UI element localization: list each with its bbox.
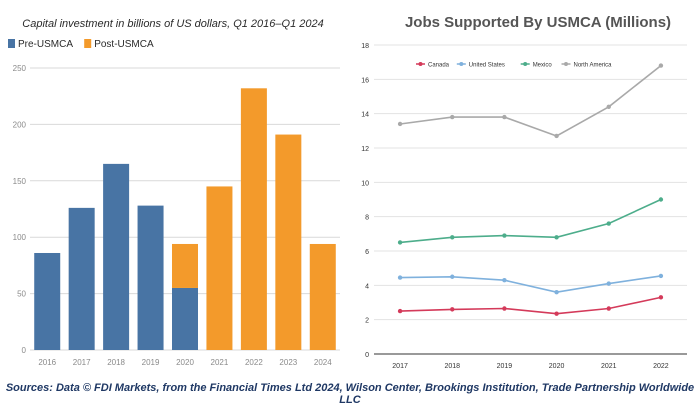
line-point-mexico-2022 xyxy=(658,197,664,202)
bar-ytick-label: 200 xyxy=(13,120,27,129)
line-point-mexico-2021 xyxy=(606,221,611,226)
bar-chart-title: Capital investment in billions of US dol… xyxy=(22,18,323,30)
line-point-mexico-2018 xyxy=(450,235,455,240)
bar-post-usmca-2022 xyxy=(240,88,267,350)
bar-legend-swatch xyxy=(84,39,92,48)
line-point-north-america-2019 xyxy=(502,114,507,120)
bar-xtick-label: 2021 xyxy=(211,358,229,367)
line-point-mexico-2019 xyxy=(502,233,507,238)
line-series-united-states xyxy=(400,275,662,294)
bar-xtick-label: 2020 xyxy=(176,358,194,367)
bar-ytick-label: 250 xyxy=(13,64,27,73)
bar-pre-usmca-2020 xyxy=(172,287,198,350)
line-point-united-states-2020 xyxy=(554,290,559,295)
bar-post-usmca-2024 xyxy=(309,243,336,350)
line-legend-marker xyxy=(459,62,464,66)
bar-xtick-label: 2023 xyxy=(279,358,297,367)
bar-ytick-label: 150 xyxy=(13,177,27,186)
line-ytick-label: 14 xyxy=(361,112,369,119)
line-xtick-label: 2019 xyxy=(497,363,513,370)
line-ytick-label: 2 xyxy=(365,318,369,325)
bar-xtick-label: 2016 xyxy=(38,358,56,367)
line-series-canada xyxy=(400,296,662,315)
line-point-united-states-2022 xyxy=(658,273,664,279)
bar-legend-label: Post-USMCA xyxy=(94,39,154,50)
line-legend-marker xyxy=(523,62,528,66)
line-point-united-states-2017 xyxy=(397,275,403,280)
line-ytick-label: 18 xyxy=(361,43,369,50)
bar-pre-usmca-2017 xyxy=(68,207,95,350)
bar-ytick-label: 50 xyxy=(17,290,26,299)
line-point-united-states-2021 xyxy=(606,281,611,286)
line-ytick-label: 0 xyxy=(365,352,369,359)
line-chart-title: Jobs Supported By USMCA (Millions) xyxy=(405,14,671,31)
line-point-canada-2020 xyxy=(554,311,559,316)
bar-ytick-label: 0 xyxy=(22,346,27,355)
source-note: Sources: Data © FDI Markets, from the Fi… xyxy=(5,382,695,406)
line-point-mexico-2020 xyxy=(554,235,559,240)
bar-xtick-label: 2018 xyxy=(107,358,125,367)
bar-post-usmca-2021 xyxy=(206,186,233,350)
line-legend-label: Mexico xyxy=(533,63,553,69)
line-legend-marker xyxy=(418,62,423,66)
bar-legend-swatch xyxy=(8,39,15,48)
line-xtick-label: 2017 xyxy=(392,363,408,370)
bar-xtick-label: 2022 xyxy=(245,358,263,367)
line-ytick-label: 8 xyxy=(365,215,369,222)
line-point-north-america-2018 xyxy=(450,114,455,120)
bar-post-usmca-2023 xyxy=(275,134,302,350)
line-legend-label: North America xyxy=(574,63,613,69)
line-chart-legend: Canada United States Mexico North America xyxy=(416,62,612,69)
bar-ytick-label: 100 xyxy=(13,233,27,242)
line-point-mexico-2017 xyxy=(397,240,403,245)
line-xtick-label: 2018 xyxy=(444,363,460,370)
bar-post-usmca-2020 xyxy=(172,243,198,288)
line-point-north-america-2017 xyxy=(397,121,403,127)
bar-pre-usmca-2019 xyxy=(137,205,164,350)
line-ytick-label: 6 xyxy=(365,249,369,256)
line-series-mexico xyxy=(400,198,662,244)
jobs-line-chart: Jobs Supported By USMCA (Millions) Canad… xyxy=(361,14,687,370)
line-point-north-america-2021 xyxy=(606,104,611,110)
line-ytick-label: 10 xyxy=(361,180,369,187)
bar-pre-usmca-2018 xyxy=(103,163,130,350)
line-point-canada-2019 xyxy=(502,306,507,311)
line-ytick-label: 12 xyxy=(361,146,369,153)
bar-legend-label: Pre-USMCA xyxy=(18,39,73,50)
bar-pre-usmca-2016 xyxy=(34,252,61,350)
line-ytick-label: 16 xyxy=(361,77,369,84)
line-point-canada-2018 xyxy=(450,307,455,312)
bar-xtick-label: 2017 xyxy=(73,358,91,367)
bar-xtick-label: 2024 xyxy=(314,358,332,367)
line-point-north-america-2022 xyxy=(658,63,664,68)
line-legend-label: Canada xyxy=(428,63,450,69)
line-xtick-label: 2022 xyxy=(653,363,669,370)
investment-chart-panel: Capital investment in billions of US dol… xyxy=(0,0,345,378)
bar-xtick-label: 2019 xyxy=(142,358,160,367)
line-xtick-label: 2020 xyxy=(549,363,565,370)
investment-bar-chart: Capital investment in billions of US dol… xyxy=(8,18,340,367)
line-point-united-states-2018 xyxy=(450,274,455,279)
line-point-canada-2022 xyxy=(658,295,664,300)
jobs-chart-panel: Jobs Supported By USMCA (Millions) Canad… xyxy=(352,0,700,378)
bar-chart-legend: Pre-USMCA Post-USMCA xyxy=(8,39,154,50)
line-ytick-label: 4 xyxy=(365,283,369,290)
line-xtick-label: 2021 xyxy=(601,363,617,370)
line-point-united-states-2019 xyxy=(502,277,507,283)
line-point-canada-2021 xyxy=(606,306,611,311)
line-series-north-america xyxy=(399,64,662,137)
line-point-north-america-2020 xyxy=(554,133,559,139)
line-legend-marker xyxy=(564,62,568,66)
line-legend-label: United States xyxy=(469,63,505,69)
line-point-canada-2017 xyxy=(397,308,403,314)
